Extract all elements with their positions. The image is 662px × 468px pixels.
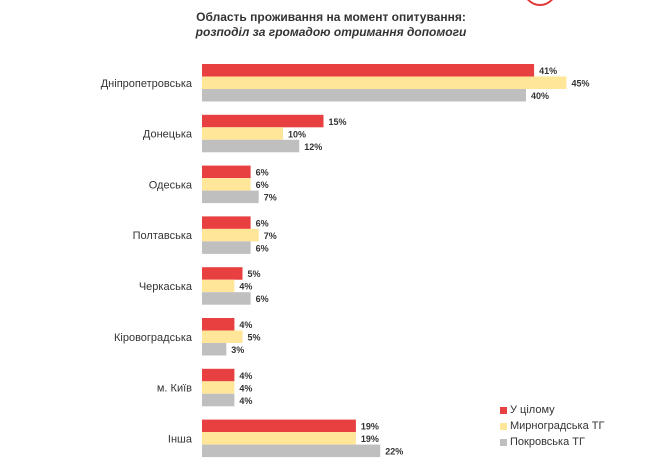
data-label: 19% bbox=[361, 434, 379, 444]
subtitle: розподіл за громадою отримання допомоги bbox=[195, 25, 467, 39]
legend-label: Мирноградська ТГ bbox=[510, 420, 605, 432]
bar-2-донецька bbox=[202, 127, 283, 140]
data-label: 6% bbox=[256, 180, 269, 190]
data-label: 5% bbox=[248, 333, 261, 343]
legend-swatch bbox=[500, 406, 507, 414]
chart-title: Область проживання на момент опитування:… bbox=[0, 10, 662, 40]
data-label: 4% bbox=[239, 320, 252, 330]
data-label: 6% bbox=[256, 168, 269, 178]
bar-3-черкаська bbox=[202, 292, 251, 305]
bar-1-одеська bbox=[202, 165, 251, 179]
bar-3-дніпропетровська bbox=[202, 89, 526, 102]
category-label: Кіровоградська bbox=[114, 332, 193, 344]
category-label: Одеська bbox=[149, 179, 193, 191]
legend-swatch bbox=[500, 438, 507, 446]
bar-2-черкаська bbox=[202, 279, 235, 293]
data-label: 19% bbox=[361, 422, 379, 432]
legend-item: Мирноградська ТГ bbox=[500, 418, 604, 434]
legend-label: Покровська ТГ bbox=[510, 436, 585, 448]
data-label: 4% bbox=[239, 383, 252, 393]
legend-swatch bbox=[500, 422, 507, 430]
data-label: 3% bbox=[231, 345, 244, 355]
legend: У цілому Мирноградська ТГ Покровська ТГ bbox=[500, 402, 604, 450]
legend-label: У цілому bbox=[510, 404, 555, 416]
bar-3-донецька bbox=[202, 139, 300, 153]
data-label: 4% bbox=[239, 396, 252, 406]
bar-2-інша bbox=[202, 432, 356, 445]
data-label: 6% bbox=[256, 218, 269, 228]
bar-2-кіровоградська bbox=[202, 330, 243, 343]
data-label: 45% bbox=[572, 79, 590, 89]
bar-3-кіровоградська bbox=[202, 343, 227, 356]
data-label: 22% bbox=[385, 447, 403, 457]
bar-3-інша bbox=[202, 444, 381, 458]
data-label: 12% bbox=[304, 142, 322, 152]
data-label: 6% bbox=[256, 243, 269, 253]
bar-1-черкаська bbox=[202, 267, 243, 280]
legend-item: У цілому bbox=[500, 402, 604, 418]
category-label: м. Київ bbox=[157, 383, 192, 395]
bar-3-полтавська bbox=[202, 241, 251, 254]
title: Область проживання на момент опитування: bbox=[196, 10, 466, 24]
bar-2-одеська bbox=[202, 178, 251, 191]
bar-2-полтавська bbox=[202, 228, 259, 242]
bar-1-м-київ bbox=[202, 368, 235, 382]
data-label: 40% bbox=[531, 91, 549, 101]
data-label: 4% bbox=[239, 371, 252, 381]
bar-1-інша bbox=[202, 419, 356, 433]
category-label: Полтавська bbox=[133, 230, 193, 242]
bar-3-м-київ bbox=[202, 393, 235, 407]
category-label: Дніпропетровська bbox=[101, 78, 193, 90]
data-label: 7% bbox=[264, 193, 277, 203]
category-label: Черкаська bbox=[139, 281, 193, 293]
bar-1-дніпропетровська bbox=[202, 64, 535, 77]
data-label: 7% bbox=[264, 231, 277, 241]
legend-item: Покровська ТГ bbox=[500, 434, 604, 450]
bar-1-кіровоградська bbox=[202, 318, 235, 331]
data-label: 10% bbox=[288, 129, 306, 139]
category-label: Інша bbox=[168, 433, 193, 445]
category-label: Донецька bbox=[143, 129, 193, 141]
data-label: 41% bbox=[539, 66, 557, 76]
data-label: 5% bbox=[248, 269, 261, 279]
bar-2-м-київ bbox=[202, 381, 235, 394]
bar-3-одеська bbox=[202, 190, 259, 204]
data-label: 6% bbox=[256, 294, 269, 304]
data-label: 4% bbox=[239, 282, 252, 292]
bar-1-полтавська bbox=[202, 216, 251, 229]
bar-2-дніпропетровська bbox=[202, 76, 567, 89]
bar-1-донецька bbox=[202, 114, 324, 128]
data-label: 15% bbox=[329, 117, 347, 127]
